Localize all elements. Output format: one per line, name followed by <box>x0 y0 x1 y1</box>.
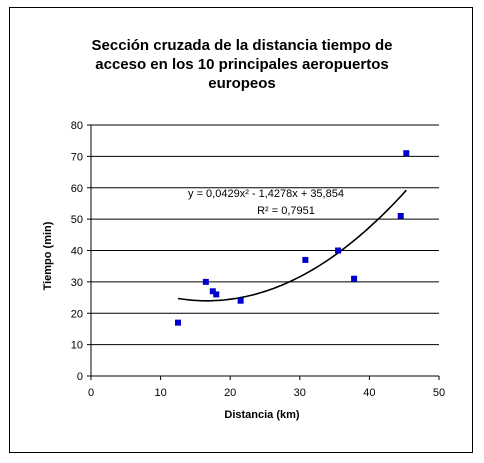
x-tick-label-40: 40 <box>363 387 375 399</box>
y-tick-label-10: 10 <box>71 340 83 352</box>
chart-frame: Sección cruzada de la distancia tiempo d… <box>9 7 473 453</box>
x-tick-labels: 0 10 20 30 40 50 <box>88 387 445 399</box>
data-points <box>175 150 410 326</box>
data-point-0-7 <box>351 275 358 282</box>
y-tick-label-40: 40 <box>71 246 83 258</box>
y-tick-label-70: 70 <box>71 151 83 163</box>
chart-title-line-3: europeos <box>208 75 276 92</box>
gridlines <box>91 124 439 346</box>
x-tick-label-30: 30 <box>294 387 306 399</box>
y-tick-label-60: 60 <box>71 183 83 195</box>
chart-title-line-1: Sección cruzada de la distancia tiempo d… <box>92 37 393 54</box>
data-point-0-8 <box>397 212 404 219</box>
chart-title-line-2: acceso en los 10 principales aeropuertos <box>95 56 388 73</box>
y-tick-label-80: 80 <box>71 120 83 132</box>
data-point-0-4 <box>237 297 244 304</box>
data-point-0-2 <box>209 288 216 295</box>
x-tick-label-20: 20 <box>224 387 236 399</box>
data-point-0-5 <box>302 256 309 263</box>
data-point-0-1 <box>202 278 209 285</box>
trendline-r2: R² = 0,7951 <box>257 205 315 217</box>
y-tick-label-50: 50 <box>71 214 83 226</box>
y-tick-label-0: 0 <box>77 371 83 383</box>
y-tick-label-30: 30 <box>71 277 83 289</box>
y-axis-title: Tiempo (min) <box>42 221 54 290</box>
data-point-0-0 <box>175 319 181 326</box>
data-point-0-6 <box>335 247 342 254</box>
x-tick-label-0: 0 <box>88 387 94 399</box>
trendline-equation: y = 0,0429x² - 1,4278x + 35,854 <box>188 188 344 200</box>
chart-svg: Sección cruzada de la distancia tiempo d… <box>42 37 445 421</box>
data-point-0-9 <box>403 150 410 157</box>
x-tick-label-50: 50 <box>433 387 445 399</box>
x-tick-label-10: 10 <box>154 387 166 399</box>
y-tick-labels: 0 10 20 30 40 50 60 70 80 <box>71 120 83 383</box>
y-tick-label-20: 20 <box>71 308 83 320</box>
data-point-0-3 <box>213 291 220 298</box>
x-axis-title: Distancia (km) <box>224 409 300 421</box>
trendline <box>177 189 407 302</box>
axes <box>87 124 440 380</box>
